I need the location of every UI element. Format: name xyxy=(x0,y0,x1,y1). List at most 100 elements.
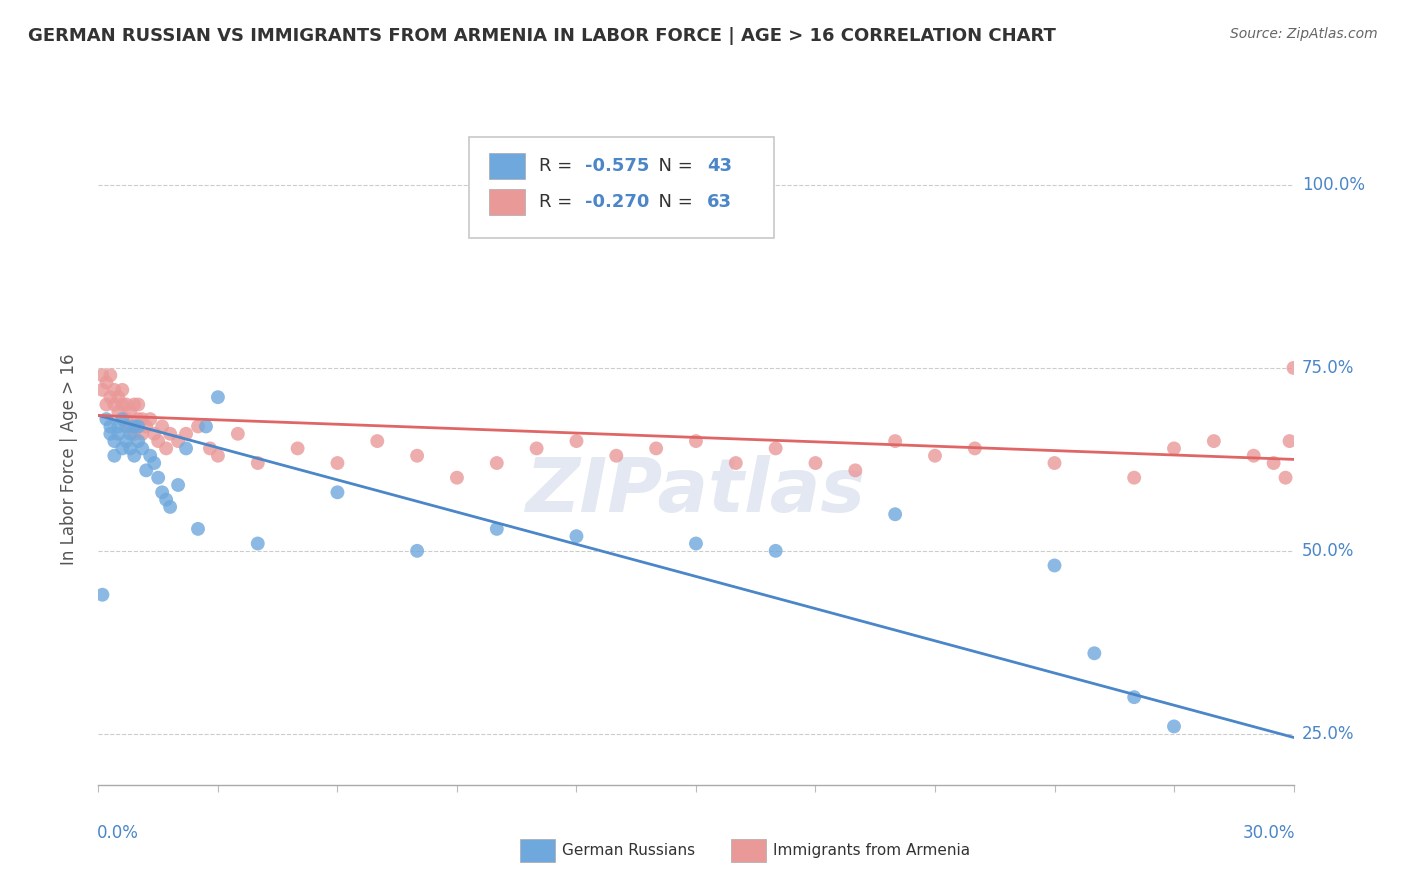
Point xyxy=(246,536,269,550)
Point xyxy=(96,376,118,390)
Point xyxy=(207,449,229,463)
Text: Source: ZipAtlas.com: Source: ZipAtlas.com xyxy=(1230,27,1378,41)
Point xyxy=(159,500,181,514)
Y-axis label: In Labor Force | Age > 16: In Labor Force | Age > 16 xyxy=(59,353,77,566)
Point xyxy=(139,412,162,426)
Point xyxy=(1123,690,1146,705)
Text: German Russians: German Russians xyxy=(562,843,696,857)
Point xyxy=(246,456,269,470)
Point xyxy=(115,434,138,448)
Point xyxy=(115,397,138,411)
Point xyxy=(526,442,548,456)
Point xyxy=(96,412,118,426)
Point xyxy=(135,463,157,477)
Point xyxy=(485,456,508,470)
Text: N =: N = xyxy=(647,194,699,211)
Point xyxy=(91,383,114,397)
FancyBboxPatch shape xyxy=(489,153,524,179)
Point xyxy=(107,419,129,434)
Point xyxy=(1163,719,1185,733)
Point xyxy=(1043,558,1066,573)
Point xyxy=(120,405,142,419)
Point xyxy=(1043,456,1066,470)
Point xyxy=(120,419,142,434)
Text: -0.270: -0.270 xyxy=(585,194,650,211)
Point xyxy=(107,390,129,404)
Text: 50.0%: 50.0% xyxy=(1302,541,1354,560)
Text: 25.0%: 25.0% xyxy=(1302,724,1354,743)
Text: 30.0%: 30.0% xyxy=(1243,824,1295,842)
Point xyxy=(107,405,129,419)
Point xyxy=(131,426,153,441)
Point xyxy=(103,449,125,463)
Point xyxy=(724,456,747,470)
Point xyxy=(685,434,707,448)
Point xyxy=(1163,442,1185,456)
Point xyxy=(148,434,170,448)
Point xyxy=(174,426,197,441)
Point xyxy=(124,426,146,441)
Text: 63: 63 xyxy=(707,194,731,211)
Point xyxy=(167,478,190,492)
Point xyxy=(1282,360,1305,375)
FancyBboxPatch shape xyxy=(470,137,773,238)
Point xyxy=(963,442,986,456)
Point xyxy=(924,449,946,463)
Text: GERMAN RUSSIAN VS IMMIGRANTS FROM ARMENIA IN LABOR FORCE | AGE > 16 CORRELATION : GERMAN RUSSIAN VS IMMIGRANTS FROM ARMENI… xyxy=(28,27,1056,45)
Point xyxy=(884,434,907,448)
Text: N =: N = xyxy=(647,157,699,176)
Point xyxy=(326,485,349,500)
Point xyxy=(187,522,209,536)
Point xyxy=(155,442,177,456)
Point xyxy=(143,456,166,470)
Point xyxy=(124,449,146,463)
Point xyxy=(98,368,122,383)
Point xyxy=(174,442,197,456)
Point xyxy=(765,442,787,456)
Point xyxy=(131,442,153,456)
Point xyxy=(226,426,249,441)
Point xyxy=(143,426,166,441)
Text: -0.575: -0.575 xyxy=(585,157,650,176)
Text: Immigrants from Armenia: Immigrants from Armenia xyxy=(773,843,970,857)
Point xyxy=(406,544,429,558)
Point xyxy=(605,449,627,463)
Point xyxy=(115,412,138,426)
Point xyxy=(111,383,134,397)
Point xyxy=(96,397,118,411)
Point xyxy=(159,426,181,441)
Point xyxy=(1083,646,1105,660)
Point xyxy=(194,419,218,434)
Text: ZIPatlas: ZIPatlas xyxy=(526,456,866,528)
Point xyxy=(135,419,157,434)
Point xyxy=(103,434,125,448)
Point xyxy=(685,536,707,550)
Point xyxy=(150,485,173,500)
Point xyxy=(115,419,138,434)
Point xyxy=(1243,449,1265,463)
Point xyxy=(485,522,508,536)
Point xyxy=(120,426,142,441)
Point xyxy=(127,434,149,448)
Point xyxy=(127,419,149,434)
Text: R =: R = xyxy=(540,157,578,176)
Point xyxy=(565,529,588,543)
Point xyxy=(207,390,229,404)
Point xyxy=(103,397,125,411)
Point xyxy=(765,544,787,558)
Point xyxy=(98,419,122,434)
Point xyxy=(804,456,827,470)
Point xyxy=(187,419,209,434)
Point xyxy=(167,434,190,448)
Point xyxy=(326,456,349,470)
Point xyxy=(406,449,429,463)
Point xyxy=(150,419,173,434)
Point xyxy=(124,419,146,434)
Point xyxy=(111,397,134,411)
Text: 100.0%: 100.0% xyxy=(1302,176,1365,194)
Point xyxy=(565,434,588,448)
Point xyxy=(91,368,114,383)
Point xyxy=(884,508,907,522)
Point xyxy=(287,442,309,456)
Point xyxy=(139,449,162,463)
